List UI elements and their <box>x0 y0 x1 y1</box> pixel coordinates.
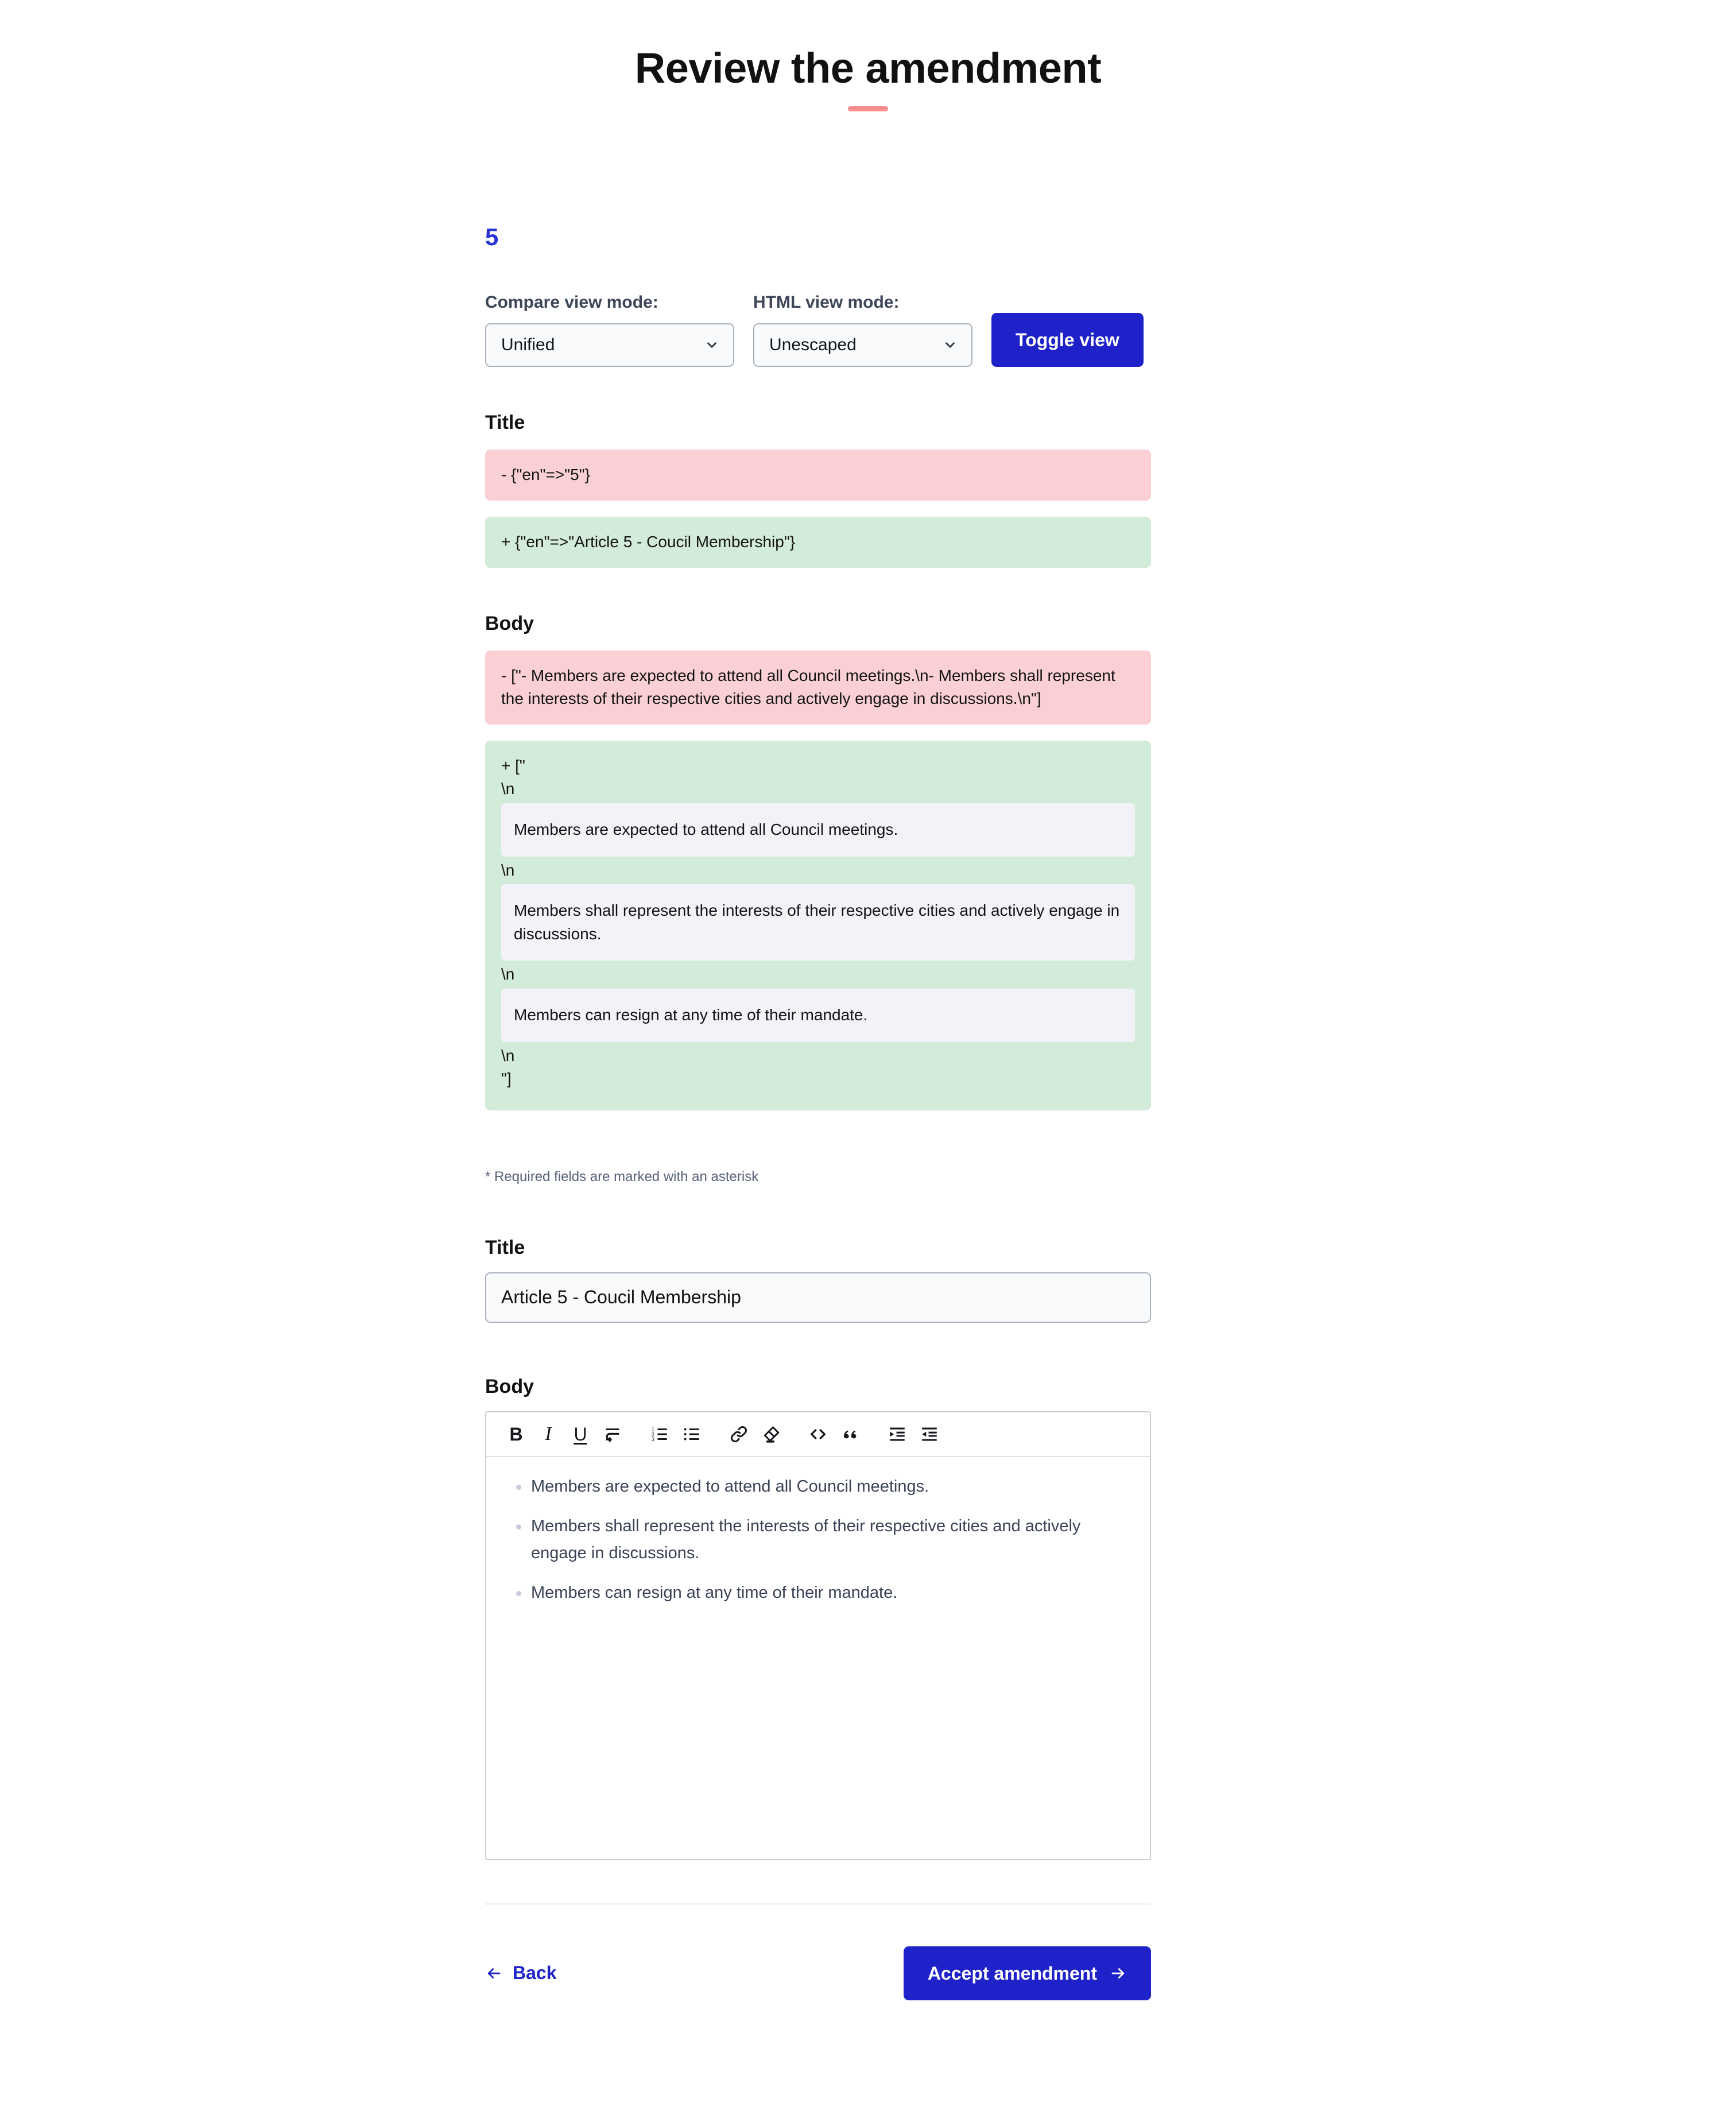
footer-divider <box>485 1902 1151 1905</box>
list-item: Members are expected to attend all Counc… <box>516 1473 1130 1500</box>
line-break-icon[interactable] <box>596 1418 629 1450</box>
newline-token: \n <box>501 965 515 984</box>
compare-view-mode-value[interactable]: Unified <box>485 323 734 367</box>
svg-text:2: 2 <box>652 1431 654 1437</box>
html-view-mode-group: HTML view mode: Unescaped <box>753 294 972 367</box>
view-controls-row: Compare view mode: Unified HTML view mod… <box>485 294 1151 367</box>
italic-glyph: I <box>545 1423 552 1445</box>
arrow-left-icon <box>485 1965 502 1982</box>
outdent-icon[interactable] <box>913 1418 946 1450</box>
rendered-html-chunk: Members can resign at any time of their … <box>501 988 1135 1042</box>
arrow-right-icon <box>1110 1965 1127 1982</box>
rendered-html-chunk: Members are expected to attend all Counc… <box>501 803 1135 857</box>
accept-amendment-label: Accept amendment <box>927 1962 1097 1984</box>
underline-glyph: U <box>574 1423 587 1445</box>
clear-formatting-icon[interactable] <box>755 1418 787 1450</box>
newline-token: \n <box>501 780 515 798</box>
diff-title-added: + {"en"=>"Article 5 - Coucil Membership"… <box>485 516 1151 568</box>
editor-bullet-list: Members are expected to attend all Counc… <box>506 1473 1130 1606</box>
code-icon[interactable] <box>802 1418 834 1450</box>
diff-title-removed: - {"en"=>"5"} <box>485 450 1151 501</box>
compare-view-mode-select[interactable]: Unified <box>485 323 734 367</box>
footer-actions: Back Accept amendment <box>485 1946 1151 2075</box>
compare-view-mode-label: Compare view mode: <box>485 293 658 312</box>
back-link-label: Back <box>513 1962 557 1984</box>
html-view-mode-value[interactable]: Unescaped <box>753 323 972 367</box>
accept-amendment-button[interactable]: Accept amendment <box>903 1946 1151 2000</box>
diff-title-heading: Title <box>485 412 525 434</box>
diff-body-heading: Body <box>485 612 534 634</box>
blockquote-icon[interactable] <box>834 1418 866 1450</box>
diff-add-marker: + [" <box>501 756 525 775</box>
rich-text-editor: B I U 1 <box>485 1411 1151 1860</box>
diff-body-removed: - ["- Members are expected to attend all… <box>485 650 1151 725</box>
list-item: Members can resign at any time of their … <box>516 1579 1130 1606</box>
svg-text:1: 1 <box>652 1426 654 1432</box>
list-item: Members shall represent the interests of… <box>516 1513 1130 1567</box>
ordered-list-icon[interactable]: 1 2 3 <box>644 1418 676 1450</box>
italic-icon[interactable]: I <box>532 1418 564 1450</box>
newline-token: \n <box>501 1046 515 1064</box>
page-header: Review the amendment <box>0 44 1736 112</box>
article-number: 5 <box>485 223 499 251</box>
body-field-label: Body <box>485 1375 534 1397</box>
toggle-view-button[interactable]: Toggle view <box>991 313 1144 367</box>
link-icon[interactable] <box>723 1418 755 1450</box>
newline-token: \n <box>501 861 515 879</box>
diff-add-close: "] <box>501 1070 512 1088</box>
required-fields-note: * Required fields are marked with an ast… <box>485 1168 759 1184</box>
rendered-html-chunk: Members shall represent the interests of… <box>501 884 1135 961</box>
editor-content-area[interactable]: Members are expected to attend all Counc… <box>486 1457 1150 1859</box>
underline-icon[interactable]: U <box>564 1418 596 1450</box>
bold-glyph: B <box>509 1423 523 1445</box>
editor-toolbar: B I U 1 <box>486 1412 1150 1457</box>
html-view-mode-label: HTML view mode: <box>753 293 900 312</box>
back-link[interactable]: Back <box>485 1962 557 1984</box>
content-column: 5 Compare view mode: Unified HTML view m… <box>485 225 1151 2074</box>
compare-view-mode-group: Compare view mode: Unified <box>485 294 734 367</box>
indent-icon[interactable] <box>881 1418 913 1450</box>
html-view-mode-select[interactable]: Unescaped <box>753 323 972 367</box>
title-field-label: Title <box>485 1236 525 1259</box>
bullet-list-icon[interactable] <box>676 1418 708 1450</box>
title-input[interactable] <box>485 1272 1151 1323</box>
bold-icon[interactable]: B <box>500 1418 532 1450</box>
title-underline-accent <box>848 106 888 112</box>
diff-body-added: + [" \n Members are expected to attend a… <box>485 740 1151 1110</box>
svg-text:3: 3 <box>652 1437 654 1442</box>
page-title: Review the amendment <box>634 44 1102 92</box>
